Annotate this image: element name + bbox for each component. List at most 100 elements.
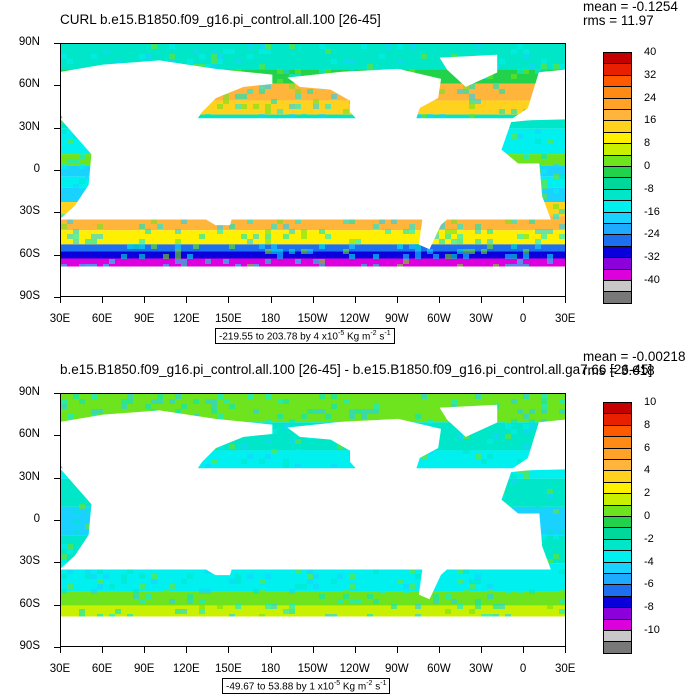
field-cell — [97, 224, 103, 229]
field-cell — [115, 609, 121, 614]
field-cell — [253, 104, 259, 109]
field-cell — [457, 444, 463, 449]
field-cell — [499, 89, 505, 94]
field-cell — [409, 44, 415, 49]
field-cell — [535, 484, 541, 489]
field-cell — [409, 229, 415, 234]
field-cell — [289, 114, 295, 119]
field-cell — [523, 489, 529, 494]
field-cell — [565, 49, 566, 54]
field-cell — [295, 569, 301, 574]
field-cell — [217, 599, 223, 604]
field-cell — [547, 489, 553, 494]
x-tick-label: 0 — [519, 663, 527, 675]
field-cell — [337, 574, 343, 579]
field-cell — [541, 64, 547, 69]
field-cell — [271, 249, 277, 254]
field-cell — [487, 244, 493, 249]
field-cell — [139, 239, 145, 244]
field-cell — [67, 139, 73, 144]
field-cell — [79, 164, 85, 169]
field-cell — [73, 159, 79, 164]
field-cell — [235, 574, 241, 579]
field-cell — [475, 394, 481, 399]
field-cell — [493, 604, 499, 609]
x-tick-mark — [144, 647, 146, 653]
field-cell — [289, 74, 295, 79]
field-cell — [523, 154, 529, 159]
field-cell — [565, 474, 566, 479]
field-cell — [409, 569, 415, 574]
field-cell — [565, 94, 566, 99]
field-cell — [253, 409, 259, 414]
x-tick-mark — [438, 647, 440, 653]
field-cell — [73, 394, 79, 399]
field-cell — [499, 109, 505, 114]
field-cell — [475, 574, 481, 579]
field-cell — [151, 579, 157, 584]
field-cell — [409, 244, 415, 249]
field-cell — [157, 224, 163, 229]
field-cell — [559, 224, 565, 229]
field-cell — [151, 574, 157, 579]
field-cell — [265, 454, 271, 459]
field-cell — [199, 234, 205, 239]
range-text: -49.67 to 53.88 by 1 x10 — [226, 681, 334, 693]
field-cell — [127, 244, 133, 249]
land-mass — [61, 616, 565, 646]
field-cell — [469, 94, 475, 99]
field-cell — [139, 574, 145, 579]
field-cell — [157, 394, 163, 399]
field-cell — [199, 599, 205, 604]
field-cell — [487, 464, 493, 469]
field-cell — [319, 409, 325, 414]
colorbar-label: -6 — [644, 578, 654, 591]
field-cell — [445, 234, 451, 239]
field-cell — [355, 599, 361, 604]
y-tick-mark — [54, 435, 60, 437]
field-cell — [517, 424, 523, 429]
field-cell — [415, 604, 421, 609]
field-cell — [61, 589, 67, 594]
field-cell — [325, 234, 331, 239]
field-cell — [283, 609, 289, 614]
field-cell — [469, 569, 475, 574]
x-tick-label: 150E — [214, 313, 242, 325]
field-cell — [415, 414, 421, 419]
plot-title: b.e15.B1850.f09_g16.pi_control.all.100 [… — [60, 362, 653, 377]
field-cell — [253, 49, 259, 54]
field-cell — [475, 239, 481, 244]
field-cell — [217, 59, 223, 64]
field-cell — [511, 474, 517, 479]
field-cell — [289, 54, 295, 59]
field-cell — [79, 154, 85, 159]
field-cell — [475, 229, 481, 234]
field-cell — [541, 184, 547, 189]
field-cell — [409, 579, 415, 584]
field-cell — [463, 589, 469, 594]
field-cell — [493, 84, 499, 89]
colorbar-label: 6 — [644, 441, 651, 454]
field-cell — [211, 404, 217, 409]
field-cell — [283, 414, 289, 419]
field-cell — [559, 529, 565, 534]
field-cell — [67, 584, 73, 589]
field-cell — [553, 509, 559, 514]
field-cell — [523, 474, 529, 479]
field-cell — [421, 54, 427, 59]
field-cell — [289, 419, 295, 424]
x-tick-label: 120E — [172, 313, 200, 325]
field-cell — [523, 444, 529, 449]
field-cell — [565, 454, 566, 459]
field-cell — [457, 89, 463, 94]
field-cell — [409, 224, 415, 229]
field-cell — [559, 494, 565, 499]
field-cell — [499, 59, 505, 64]
contour-range-label: -219.55 to 203.78 by 4 x10-5 Kg m-2 s-1 — [215, 328, 395, 345]
field-cell — [457, 49, 463, 54]
field-cell — [565, 249, 566, 254]
field-cell — [277, 69, 283, 74]
field-cell — [313, 574, 319, 579]
field-cell — [265, 249, 271, 254]
field-band — [61, 251, 565, 259]
